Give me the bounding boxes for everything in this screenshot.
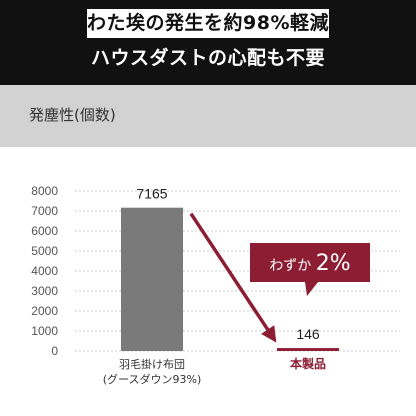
- y-tick-label: 7000: [31, 204, 58, 218]
- data-label: 146: [296, 326, 320, 342]
- header-banner: わた埃の発生を約98%軽減 ハウスダストの心配も不要: [0, 0, 416, 85]
- y-tick-label: 4000: [31, 264, 58, 278]
- y-tick-label: 2000: [31, 304, 58, 318]
- metric-band: 発塵性(個数): [0, 85, 416, 147]
- subheadline: ハウスダストの心配も不要: [90, 47, 325, 69]
- callout-prefix: わずか: [269, 258, 315, 274]
- headline: わた埃の発生を約98%軽減: [87, 9, 329, 38]
- callout-bubble: [250, 243, 370, 296]
- bar-product: [277, 348, 339, 351]
- x-category-label: (グースダウン93%): [103, 372, 201, 386]
- y-tick-label: 1000: [31, 324, 58, 338]
- y-tick-label: 6000: [31, 224, 58, 238]
- callout-value: 2%: [316, 251, 351, 276]
- y-tick-label: 3000: [31, 284, 58, 298]
- bar-down-comforter: [121, 207, 183, 351]
- y-tick-label: 0: [51, 344, 58, 358]
- y-tick-label: 8000: [31, 184, 58, 198]
- dust-emission-chart: 0 1000 2000 3000 4000 5000 6000 7000 8000 7165 羽毛…: [31, 184, 400, 386]
- callout-text: わずか 2%: [269, 251, 350, 276]
- metric-label: 発塵性(個数): [29, 106, 116, 124]
- data-label: 7165: [136, 186, 167, 202]
- y-tick-label: 5000: [31, 244, 58, 258]
- x-category-label: 本製品: [290, 356, 326, 371]
- reduction-arrow: [189, 212, 277, 343]
- x-category-label: 羽毛掛け布団: [119, 357, 185, 371]
